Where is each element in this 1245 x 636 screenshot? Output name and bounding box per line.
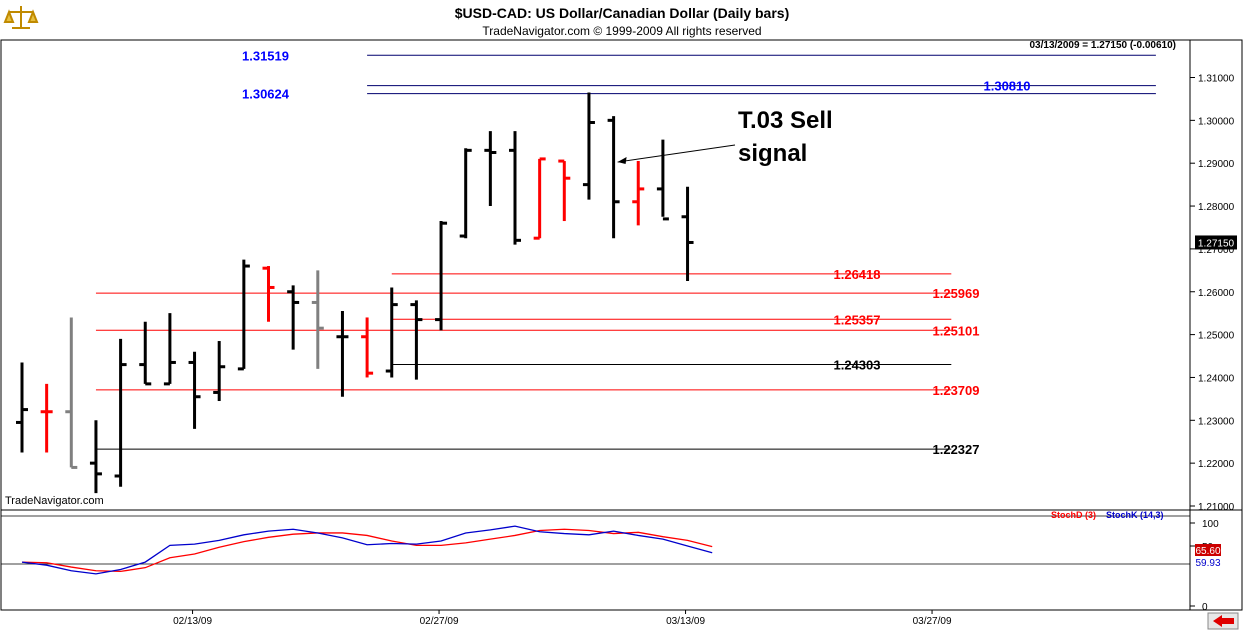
red-arrow-left-icon[interactable]: [1207, 612, 1239, 630]
scales-icon[interactable]: [3, 2, 39, 34]
level-label: 1.25101: [933, 323, 980, 338]
price-tick-label: 1.26000: [1198, 288, 1235, 299]
annotation-arrowhead: [617, 157, 627, 165]
stochd-last-box: [1195, 544, 1221, 556]
ohlc-bars: [16, 92, 694, 494]
stochk-last-label: 59.93: [1195, 558, 1220, 569]
price-info: 03/13/2009 = 1.27150 (-0.00610): [1029, 40, 1176, 51]
annotation-text-line2: signal: [738, 140, 807, 167]
date-tick-label: 02/27/09: [420, 616, 459, 627]
level-label: 1.23709: [933, 383, 980, 398]
last-price-label: 1.27150: [1198, 238, 1235, 249]
osc-tick-label: 0: [1202, 602, 1208, 613]
last-price-box: [1195, 235, 1237, 250]
level-label: 1.24303: [834, 357, 881, 372]
price-tick-label: 1.31000: [1198, 74, 1235, 85]
date-tick-label: 03/27/09: [913, 616, 952, 627]
level-label: 1.30810: [984, 79, 1031, 94]
stochd-line: [21, 528, 713, 573]
date-tick-label: 02/13/09: [173, 616, 212, 627]
date-axis: 02/13/09 02/27/09 03/13/09 03/27/09: [173, 610, 952, 627]
price-tick-label: 1.21000: [1198, 502, 1235, 513]
level-label: 1.31519: [242, 48, 289, 63]
osc-tick-label: 100: [1202, 519, 1219, 530]
stochk-line: [21, 525, 713, 575]
price-axis: 1.21000 1.22000 1.23000 1.24000 1.25000 1.260…: [1190, 74, 1237, 513]
annotation-arrow-line: [617, 144, 736, 163]
price-tick-label: 1.24000: [1198, 373, 1235, 384]
price-tick-label: 1.30000: [1198, 116, 1235, 127]
annotation-text-line1: T.03 Sell: [738, 107, 833, 134]
level-label: 1.30624: [242, 87, 290, 102]
price-tick-label: 1.29000: [1198, 159, 1235, 170]
level-lines: 1.31519 1.30810 1.30624 1.26418 1.25969 1.253…: [95, 48, 1156, 457]
price-tick-label: 1.25000: [1198, 331, 1235, 342]
stochd-last-label: 65.60: [1195, 546, 1220, 557]
main-pane-frame: [0, 39, 1243, 511]
level-label: 1.25969: [933, 286, 980, 301]
price-tick-label: 1.22000: [1198, 459, 1235, 470]
price-tick-label: 1.23000: [1198, 416, 1235, 427]
level-label: 1.25357: [834, 312, 881, 327]
chart-subtitle: TradeNavigator.com © 1999-2009 All right…: [482, 24, 761, 38]
level-label: 1.26418: [834, 267, 881, 282]
date-tick-label: 03/13/09: [666, 616, 705, 627]
sell-signal-annotation: T.03 Sell signal: [617, 107, 833, 167]
legend-stochk: StochK (14,3): [1106, 510, 1164, 520]
price-tick-label: 1.27000: [1198, 245, 1235, 256]
legend-stochd: StochD (3): [1051, 510, 1096, 520]
price-tick-label: 1.28000: [1198, 202, 1235, 213]
watermark: TradeNavigator.com: [5, 495, 104, 507]
chart-title: $USD-CAD: US Dollar/Canadian Dollar (Dai…: [455, 5, 790, 21]
level-label: 1.22327: [933, 442, 980, 457]
lower-pane-frame: [0, 509, 1243, 611]
